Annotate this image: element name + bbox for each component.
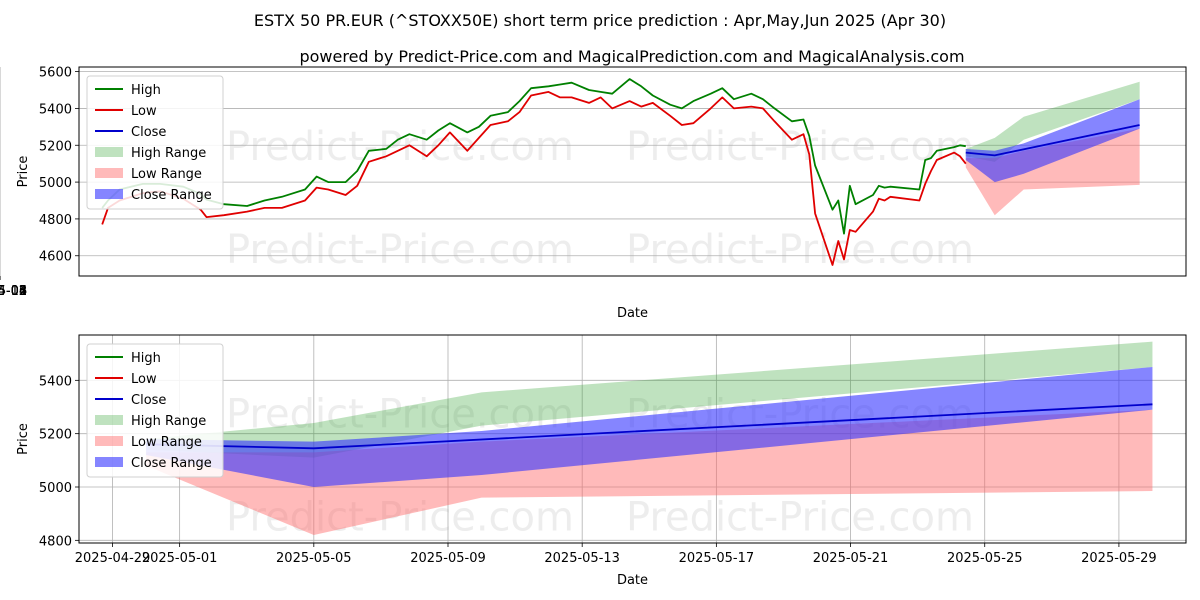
x-tick-label: 2025-04-29 bbox=[75, 551, 151, 566]
legend-label: Close Range bbox=[131, 456, 212, 471]
high-line bbox=[101, 78, 966, 235]
legend-swatch bbox=[95, 189, 123, 199]
watermark: Predict-Price.com bbox=[226, 227, 574, 273]
legend-label: High Range bbox=[131, 414, 206, 429]
legend-swatch bbox=[95, 147, 123, 157]
y-tick-label: 4600 bbox=[39, 250, 72, 265]
x-tick-label: 2025-03 bbox=[0, 284, 27, 299]
x-tick-label: 2025-04 bbox=[0, 284, 27, 299]
y-tick-label: 5200 bbox=[39, 139, 72, 154]
x-tick-label: 2025-05-29 bbox=[1081, 551, 1157, 566]
legend-swatch bbox=[95, 436, 123, 446]
legend-swatch bbox=[95, 415, 123, 425]
chart-title: ESTX 50 PR.EUR (^STOXX50E) short term pr… bbox=[254, 11, 946, 30]
x-tick-label: 2025-06 bbox=[0, 284, 27, 299]
y-tick-label: 5400 bbox=[39, 102, 72, 117]
legend-label: Low bbox=[131, 104, 157, 119]
x-tick-label: 2025-05-25 bbox=[947, 551, 1023, 566]
top-chart-panel: Predict-Price.com Predict-Price.com Predic… bbox=[0, 66, 1187, 321]
legend-label: Close bbox=[131, 125, 166, 140]
legend-label: Low Range bbox=[131, 435, 202, 450]
axes-frame bbox=[78, 334, 1187, 544]
legend-label: High bbox=[131, 351, 161, 366]
x-tick-label: 2025-02 bbox=[0, 284, 27, 299]
legend-label: Low bbox=[131, 372, 157, 387]
x-tick-label: 2025-05-05 bbox=[276, 551, 352, 566]
low-line bbox=[101, 91, 967, 266]
y-tick-label: 5000 bbox=[39, 481, 72, 496]
close-range-band bbox=[965, 99, 1140, 183]
y-tick-label: 5000 bbox=[39, 176, 72, 191]
x-tick-label: 2025-05-09 bbox=[410, 551, 486, 566]
watermark: Predict-Price.com bbox=[626, 227, 974, 273]
watermark: Predict-Price.com bbox=[626, 494, 974, 540]
watermark: Predict-Price.com bbox=[626, 124, 974, 170]
legend-label: High Range bbox=[131, 146, 206, 161]
x-tick-label: 2025-05-21 bbox=[813, 551, 889, 566]
legend-swatch bbox=[95, 457, 123, 467]
x-tick-label: 2024-12 bbox=[0, 284, 27, 299]
low-range-band bbox=[965, 128, 1140, 216]
close-line bbox=[965, 124, 1140, 157]
watermark: Predict-Price.com bbox=[226, 124, 574, 170]
y-tick-label: 5200 bbox=[39, 428, 72, 443]
axes-frame bbox=[78, 66, 1187, 277]
legend-label: High bbox=[131, 83, 161, 98]
low-range-band bbox=[146, 409, 1153, 535]
close-range-band bbox=[146, 367, 1153, 487]
legend-label: Close Range bbox=[131, 188, 212, 203]
legend-label: Close bbox=[131, 393, 166, 408]
x-axis-label: Date bbox=[617, 306, 648, 321]
watermark: Predict-Price.com bbox=[226, 494, 574, 540]
high-range-band bbox=[146, 341, 1153, 458]
x-tick-label: 2025-05-01 bbox=[142, 551, 218, 566]
x-tick-label: 2025-05-17 bbox=[679, 551, 755, 566]
x-tick-label: 2025-05-13 bbox=[544, 551, 620, 566]
y-axis-label: Price bbox=[16, 423, 31, 455]
x-tick-label: 2025-05 bbox=[0, 284, 27, 299]
y-axis-label: Price bbox=[16, 156, 31, 188]
y-tick-label: 5400 bbox=[39, 374, 72, 389]
x-axis-label: Date bbox=[617, 573, 648, 588]
high-range-band bbox=[965, 81, 1140, 162]
legend-swatch bbox=[95, 168, 123, 178]
y-tick-label: 4800 bbox=[39, 534, 72, 549]
y-tick-label: 5600 bbox=[39, 66, 72, 81]
chart-subtitle: powered by Predict-Price.com and Magical… bbox=[299, 47, 964, 66]
x-tick-label: 2025-01 bbox=[0, 284, 27, 299]
y-tick-label: 4800 bbox=[39, 213, 72, 228]
legend-label: Low Range bbox=[131, 167, 202, 182]
